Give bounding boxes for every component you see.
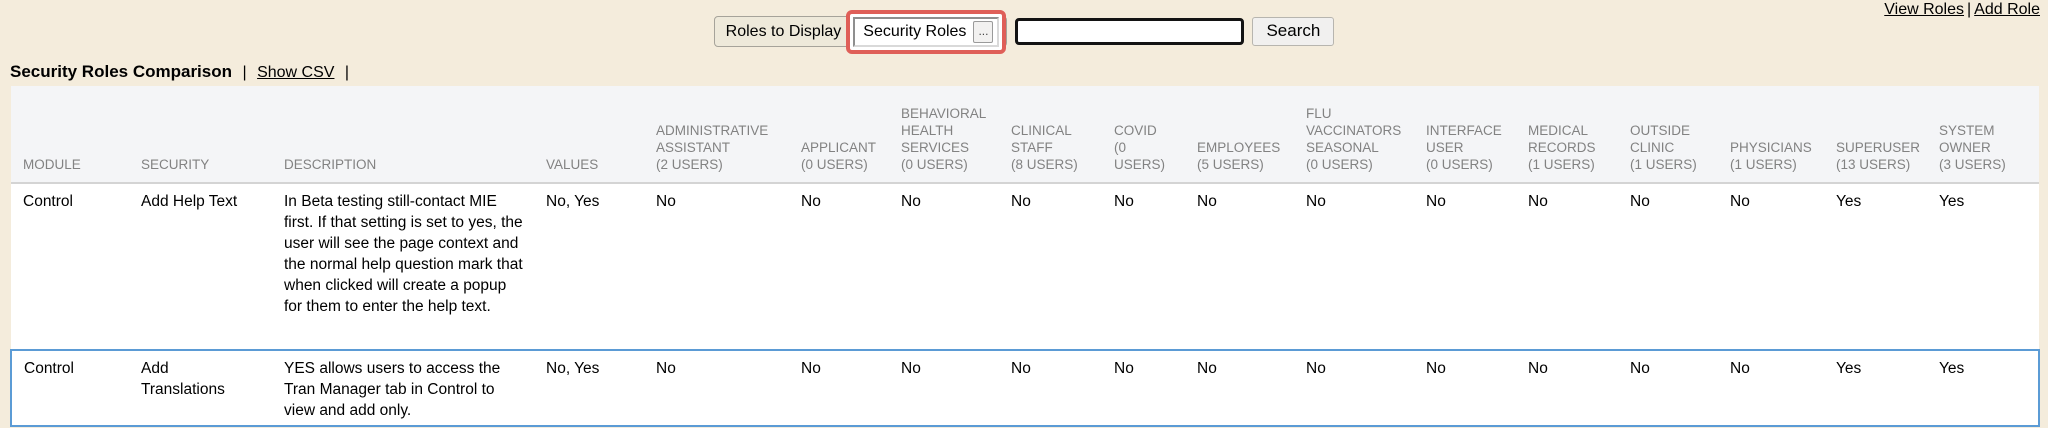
role-value-cell: Yes bbox=[1824, 349, 1927, 427]
roles-to-display-label: Roles to Display bbox=[725, 22, 842, 40]
page-title: Security Roles Comparison bbox=[10, 62, 233, 81]
role-value-cell: Yes bbox=[1927, 183, 2039, 350]
role-value-cell: No bbox=[1185, 349, 1294, 427]
role-column-header: APPLICANT (0 USERS) bbox=[789, 86, 889, 184]
role-value-cell: No bbox=[1718, 349, 1824, 427]
role-value-cell: No bbox=[889, 183, 999, 350]
role-value-cell: Yes bbox=[1927, 349, 2040, 427]
role-value-cell: No bbox=[1516, 183, 1618, 350]
page-heading: Security Roles Comparison | Show CSV | bbox=[10, 60, 2048, 86]
role-value-cell: No bbox=[1294, 183, 1414, 350]
description-cell: YES allows users to access the Tran Mana… bbox=[272, 349, 534, 427]
role-value-cell: No bbox=[644, 349, 789, 427]
role-value-cell: No bbox=[1185, 183, 1294, 350]
column-header-values: VALUES bbox=[534, 86, 644, 184]
view-roles-link[interactable]: View Roles bbox=[1884, 1, 1965, 18]
role-value-cell: No bbox=[789, 349, 889, 427]
top-bar: View Roles | Add Role Roles to Display Sec… bbox=[0, 0, 2048, 58]
security-roles-comparison-table: MODULE SECURITY DESCRIPTION VALUES ADMINISTR… bbox=[10, 86, 2040, 427]
links-separator: | bbox=[1967, 1, 1972, 18]
role-value-cell: No bbox=[789, 183, 889, 350]
description-cell: In Beta testing still-contact MIE first.… bbox=[272, 183, 534, 350]
role-value-cell: No bbox=[1414, 349, 1516, 427]
table-row[interactable]: Control Add Help Text In Beta testing stil… bbox=[11, 183, 2039, 350]
roles-select[interactable]: Security Roles ... bbox=[853, 16, 1000, 47]
heading-separator-2 bbox=[249, 64, 257, 81]
role-value-cell: No bbox=[1618, 349, 1718, 427]
top-right-links: View Roles | Add Role bbox=[1884, 1, 2040, 19]
add-role-link[interactable]: Add Role bbox=[1974, 1, 2040, 18]
heading-separator-3 bbox=[334, 64, 342, 81]
role-value-cell: No bbox=[1414, 183, 1516, 350]
show-csv-link[interactable]: Show CSV bbox=[257, 64, 335, 81]
heading-pipe-1: | bbox=[242, 64, 247, 81]
role-column-header: MEDICAL RECORDS (1 USERS) bbox=[1516, 86, 1618, 184]
values-cell: No, Yes bbox=[534, 183, 644, 350]
role-column-header: EMPLOYEES (5 USERS) bbox=[1185, 86, 1294, 184]
role-column-header: ADMINISTRATIVE ASSISTANT (2 USERS) bbox=[644, 86, 789, 184]
role-value-cell: No bbox=[1294, 349, 1414, 427]
role-value-cell: No bbox=[1516, 349, 1618, 427]
role-column-header: BEHAVIORAL HEALTH SERVICES (0 USERS) bbox=[889, 86, 999, 184]
role-column-header: SYSTEM OWNER (3 USERS) bbox=[1927, 86, 2039, 184]
role-value-cell: No bbox=[999, 349, 1102, 427]
column-header-module: MODULE bbox=[11, 86, 129, 184]
role-column-header: SUPERUSER (13 USERS) bbox=[1824, 86, 1927, 184]
role-value-cell: No bbox=[1102, 349, 1185, 427]
roles-toolbar: Roles to Display Security Roles ... Sear… bbox=[0, 9, 2048, 54]
table-header: MODULE SECURITY DESCRIPTION VALUES ADMINISTR… bbox=[11, 86, 2039, 184]
roles-to-display-group: Roles to Display Security Roles ... bbox=[713, 9, 1008, 54]
role-value-cell: No bbox=[1718, 183, 1824, 350]
column-header-description: DESCRIPTION bbox=[272, 86, 534, 184]
security-cell: Add Help Text bbox=[129, 183, 272, 350]
role-value-cell: No bbox=[1618, 183, 1718, 350]
role-column-header: COVID (0 USERS) bbox=[1102, 86, 1185, 184]
search-button[interactable]: Search bbox=[1252, 17, 1335, 46]
roles-select-highlight-frame: Security Roles ... bbox=[846, 9, 1007, 54]
values-cell: No, Yes bbox=[534, 349, 644, 427]
role-column-header: OUTSIDE CLINIC (1 USERS) bbox=[1618, 86, 1718, 184]
table-row[interactable]: Control Add Translations YES allows users … bbox=[10, 349, 2040, 427]
role-column-header: PHYSICIANS (1 USERS) bbox=[1718, 86, 1824, 184]
role-column-header: INTERFACE USER (0 USERS) bbox=[1414, 86, 1516, 184]
role-value-cell: No bbox=[889, 349, 999, 427]
heading-pipe-2: | bbox=[344, 64, 350, 81]
table-body: Control Add Help Text In Beta testing stil… bbox=[10, 183, 2040, 427]
role-column-header: FLU VACCINATORS SEASONAL (0 USERS) bbox=[1294, 86, 1414, 184]
table-header-row: MODULE SECURITY DESCRIPTION VALUES ADMINISTR… bbox=[11, 86, 2039, 184]
role-value-cell: No bbox=[1102, 183, 1185, 350]
column-header-security: SECURITY bbox=[129, 86, 272, 184]
module-cell: Control bbox=[10, 349, 129, 427]
module-cell: Control bbox=[11, 183, 129, 350]
roles-select-value: Security Roles bbox=[863, 22, 967, 40]
role-value-cell: No bbox=[644, 183, 789, 350]
search-input[interactable] bbox=[1015, 18, 1245, 45]
role-value-cell: No bbox=[999, 183, 1102, 350]
role-value-cell: Yes bbox=[1824, 183, 1927, 350]
security-cell: Add Translations bbox=[129, 349, 272, 427]
roles-select-ellipsis-button[interactable]: ... bbox=[973, 20, 994, 43]
role-column-header: CLINICAL STAFF (8 USERS) bbox=[999, 86, 1102, 184]
